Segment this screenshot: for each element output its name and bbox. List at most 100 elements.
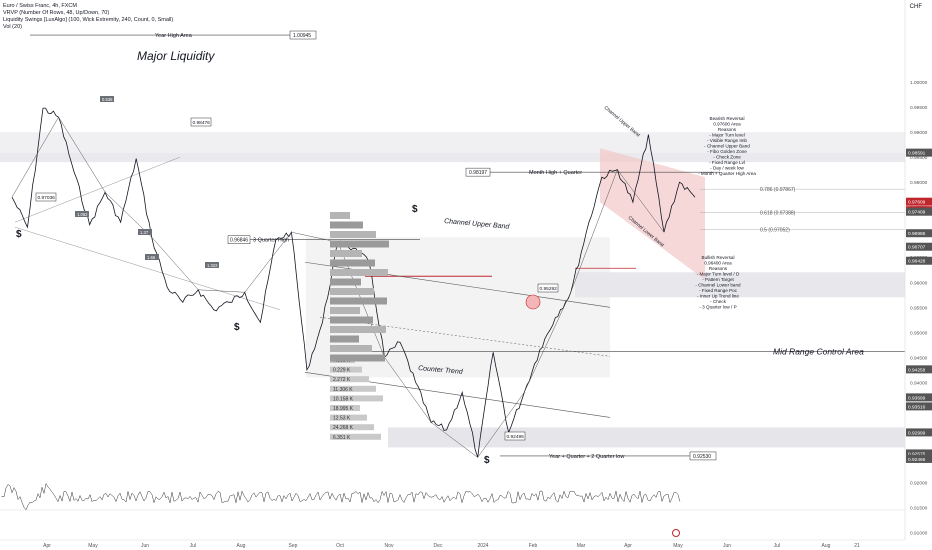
time-label-8: Dec [434, 543, 443, 549]
price-badge-box-8 [906, 393, 932, 402]
swing-tag-box-1 [190, 117, 212, 127]
price-badge-6: 0.96707 [908, 245, 926, 251]
bearish-reason-10: - Month + Quarter High Area [698, 171, 756, 176]
dollar-mark-2: $ [412, 204, 418, 215]
bullish-reason-5: - Channel Lower band [695, 283, 741, 288]
fib-label-2: 0.5 (0.97052) [760, 228, 790, 234]
price-badge-9: 0.93516 [908, 404, 926, 410]
bearish-reason-8: - Fixed Range Lvl [709, 160, 745, 165]
level-label-3q-high: 3 Quarter High [253, 238, 289, 244]
price-badge-box-12 [906, 454, 932, 463]
time-label-1: May [88, 543, 98, 549]
vp-upper-bar-9 [330, 297, 387, 305]
vp-upper-bar-6 [330, 269, 388, 276]
vp-upper-bar-10 [330, 307, 360, 314]
currency-label: CHF [909, 4, 922, 10]
price-tick-3: 0.98500 [910, 155, 928, 161]
vp-label-6: 12.53 K [333, 416, 351, 422]
vp-upper-bar-0 [330, 212, 350, 219]
fib-label-0: 0.786 (0.97867) [760, 187, 796, 193]
price-badge-box-11 [906, 449, 932, 458]
down-trend-line-b [14, 156, 181, 223]
vp-label-3: 11.306 K [333, 387, 353, 393]
vp-bar-6 [330, 414, 367, 421]
time-label-17: 21 [854, 543, 860, 549]
level-box-month-high [465, 167, 491, 177]
price-badge-box-6 [906, 242, 932, 251]
dollar-mark-1: $ [234, 322, 240, 333]
bearish-reason-3: - Major Turn level [709, 133, 745, 138]
channel-bearish-projection [600, 148, 705, 280]
indicator-liquidity-swings: Liquidity Swings [LuxAlgo] (100, Wick Ex… [3, 17, 174, 23]
annotation-major-liquidity: Major Liquidity [137, 49, 215, 63]
swing-label-2: 1.66 [147, 255, 156, 260]
annotation-counter-trend: Counter Trend [418, 365, 464, 376]
level-box-year-low [689, 451, 717, 461]
time-label-6: Oct [336, 543, 344, 549]
price-badge-8: 0.93699 [908, 395, 926, 401]
time-label-10: Feb [529, 543, 538, 549]
vp-upper-bar-12 [330, 326, 386, 333]
price-badge-box-7 [906, 365, 932, 374]
swing-label-box-3 [205, 262, 219, 268]
vp-upper-bar-5 [330, 259, 375, 267]
indicator-vrvp: VRVP (Number Of Rows, 48, Up/Down, 70) [3, 10, 110, 16]
time-label-14: Jun [723, 543, 731, 549]
swing-label-0: 0.536 [102, 97, 113, 102]
price-badge-11: 0.92575 [908, 451, 926, 457]
vp-label-8: 6.351 K [333, 435, 351, 441]
time-label-7: Nov [385, 543, 394, 549]
swing-tag-box-2 [537, 283, 559, 293]
current-bar-marker [672, 529, 680, 537]
swing-label-3: 1.322 [207, 263, 218, 268]
swing-tag-2: 0.95292 [540, 286, 558, 292]
bullish-reason-8: - Check [710, 299, 727, 304]
price-badge-box-9 [906, 402, 932, 411]
level-value-3q-high: 0.96846 [230, 238, 248, 244]
bullish-reason-1: 0.96400 Area [704, 261, 732, 266]
price-tick-1: 0.99500 [910, 105, 928, 111]
vp-upper-bar-3 [330, 240, 389, 248]
bearish-reason-7: - Check Zone [713, 155, 741, 160]
time-label-13: May [673, 543, 683, 549]
swing-tag-3: 0.92495 [507, 434, 525, 440]
price-badge-box-3 [906, 207, 932, 216]
price-tick-9: 0.95500 [910, 305, 928, 311]
vp-bar-4 [330, 395, 383, 402]
vp-bar-1 [330, 366, 362, 373]
swing-label-box-4 [138, 229, 152, 235]
vp-upper-bar-7 [330, 278, 361, 286]
vp-bar-7 [330, 424, 374, 431]
time-label-9: 2024 [477, 543, 488, 549]
price-tick-16: 0.92000 [910, 480, 928, 486]
price-badge-3: 0.97409 [908, 210, 926, 216]
level-label-year-high: Year High Area [155, 33, 193, 39]
time-label-16: Aug [822, 543, 831, 549]
level-label-year-low: Year + Quarter + 2 Quarter low [549, 454, 624, 460]
bullish-reason-2: Reasons [709, 266, 728, 271]
price-badge-5: 0.96428 [908, 259, 926, 265]
bullish-zone-band [575, 272, 905, 298]
vp-label-4: 10.158 K [333, 396, 354, 402]
vp-upper-bar-2 [330, 231, 376, 238]
bearish-reason-2: Reasons [718, 127, 737, 132]
bullish-reason-7: - Inner Up Trend line [697, 294, 739, 299]
price-badge-box-5 [906, 256, 932, 265]
price-tick-18: 0.91000 [910, 531, 928, 537]
vp-bar-3 [330, 385, 376, 392]
vp-bar-2 [330, 376, 369, 383]
time-label-5: Sep [289, 543, 298, 549]
time-label-2: Jun [141, 543, 149, 549]
price-badge-0: 0.97609 [908, 200, 926, 206]
vp-label-5: 18.995 K [333, 406, 354, 412]
vp-upper-bar-4 [330, 250, 362, 257]
time-label-12: Apr [624, 543, 632, 549]
swing-label-4: 1.37 [140, 230, 149, 235]
price-tick-10: 0.95000 [910, 330, 928, 336]
low-zone-band [388, 427, 905, 448]
level-label-month-high: Month High + Quarter [529, 170, 582, 176]
vp-upper-bar-15 [330, 354, 385, 362]
annotation-channel-upper: Channel Upper Band [444, 218, 511, 231]
time-label-11: Mar [577, 543, 586, 549]
